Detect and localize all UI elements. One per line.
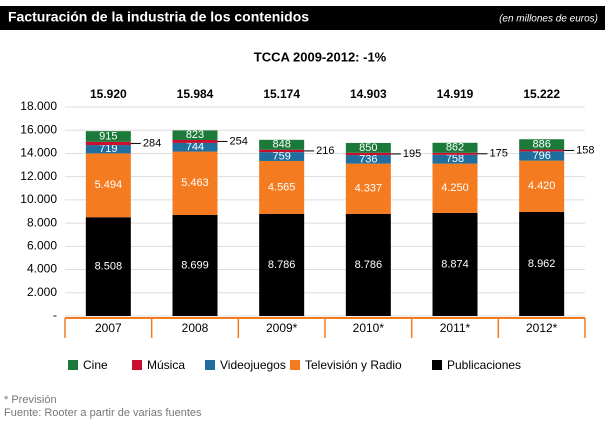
- value-label: 796: [532, 150, 550, 162]
- bar-segment: [345, 163, 391, 214]
- y-tick-label: 8.000: [27, 215, 57, 229]
- bar-segment: [519, 211, 565, 316]
- x-tick-label: 2009*: [266, 321, 298, 335]
- bar-segment: [172, 151, 218, 215]
- value-label: 862: [446, 142, 464, 154]
- bar-segment: [172, 214, 218, 316]
- value-label: 5.494: [95, 179, 123, 191]
- legend-swatch: [132, 360, 142, 370]
- header-bar: [0, 6, 605, 30]
- bar-segment: [345, 142, 391, 153]
- bar-segment: [345, 152, 391, 156]
- y-tick-label: 10.000: [20, 192, 57, 206]
- bar-segment: [85, 153, 131, 218]
- bar-segment: [432, 163, 478, 213]
- legend-swatch: [205, 360, 215, 370]
- bar-segment: [85, 145, 131, 154]
- bar-segment: [85, 217, 131, 316]
- y-tick-label: 14.000: [20, 146, 57, 160]
- y-tick-label: 4.000: [27, 262, 57, 276]
- value-label: 848: [272, 139, 290, 151]
- y-tick-label: 6.000: [27, 239, 57, 253]
- legend-label: Música: [147, 358, 185, 372]
- value-label: 216: [316, 145, 334, 157]
- value-label: 758: [446, 153, 464, 165]
- bar-segment: [259, 160, 305, 214]
- legend-label: Publicaciones: [447, 358, 521, 372]
- value-label: 736: [359, 153, 377, 165]
- bar-segment: [259, 139, 305, 150]
- value-label: 8.874: [441, 258, 469, 270]
- value-label: 5.463: [181, 177, 209, 189]
- bar-segment: [519, 160, 565, 212]
- bar-segment: [432, 212, 478, 316]
- value-label: 195: [403, 148, 421, 160]
- x-tick-label: 2007: [95, 321, 122, 335]
- value-label: 254: [230, 135, 248, 147]
- legend-swatch: [290, 360, 300, 370]
- bar-segment: [85, 141, 131, 146]
- bar-segment: [259, 149, 305, 153]
- value-label: 719: [99, 143, 117, 155]
- total-label: 14.919: [437, 87, 474, 101]
- value-label: 4.250: [441, 182, 469, 194]
- bar-segment: [519, 139, 565, 150]
- total-label: 15.174: [263, 87, 300, 101]
- total-label: 15.920: [90, 87, 127, 101]
- total-label: 14.903: [350, 87, 387, 101]
- value-label: 158: [576, 144, 594, 156]
- value-label: 4.420: [528, 180, 556, 192]
- legend-swatch: [432, 360, 442, 370]
- chart-title: Facturación de la industria de los conte…: [8, 9, 309, 25]
- value-label: 823: [186, 129, 204, 141]
- bar-segment: [259, 152, 305, 161]
- value-label: 759: [272, 150, 290, 162]
- bar-segment: [172, 142, 218, 152]
- value-label: 284: [143, 137, 161, 149]
- bar-segment: [259, 213, 305, 316]
- bar-segment: [432, 154, 478, 164]
- bar-segment: [172, 130, 218, 140]
- y-tick-label: 2.000: [27, 285, 57, 299]
- x-tick-label: 2012*: [526, 321, 558, 335]
- value-label: 8.786: [355, 259, 383, 271]
- value-label: 886: [532, 138, 550, 150]
- bar-segment: [432, 142, 478, 153]
- bar-segment: [432, 152, 478, 155]
- bar-segment: [519, 149, 565, 152]
- x-tick-label: 2008: [182, 321, 209, 335]
- value-label: 4.565: [268, 181, 296, 193]
- value-label: 8.699: [181, 259, 209, 271]
- legend-label: Cine: [83, 358, 108, 372]
- value-label: 4.337: [355, 183, 383, 195]
- value-label: 8.508: [95, 261, 123, 273]
- legend-label: Videojuegos: [220, 358, 286, 372]
- value-label: 8.786: [268, 259, 296, 271]
- footnote: Fuente: Rooter a partir de varias fuente…: [4, 407, 202, 419]
- bar-segment: [519, 151, 565, 161]
- value-label: 744: [186, 141, 204, 153]
- y-tick-label: 18.000: [20, 99, 57, 113]
- total-label: 15.984: [177, 87, 214, 101]
- unit-note: (en millones de euros): [499, 14, 598, 25]
- legend-label: Televisión y Radio: [305, 358, 402, 372]
- value-label: 915: [99, 130, 117, 142]
- value-label: 850: [359, 142, 377, 154]
- bar-segment: [85, 131, 131, 142]
- total-label: 15.222: [523, 87, 560, 101]
- x-tick-label: 2011*: [440, 321, 471, 335]
- x-tick-label: 2010*: [353, 321, 385, 335]
- subtitle: TCCA 2009-2012: -1%: [254, 49, 387, 64]
- y-tick-label: 16.000: [20, 122, 57, 136]
- bar-segment: [345, 213, 391, 316]
- y-tick-label: -: [53, 308, 57, 322]
- footnote: * Previsión: [4, 394, 57, 406]
- value-label: 8.962: [528, 258, 556, 270]
- value-label: 175: [490, 148, 508, 160]
- y-tick-label: 12.000: [20, 169, 57, 183]
- bar-segment: [345, 155, 391, 164]
- bar-segment: [172, 139, 218, 143]
- legend-swatch: [68, 360, 78, 370]
